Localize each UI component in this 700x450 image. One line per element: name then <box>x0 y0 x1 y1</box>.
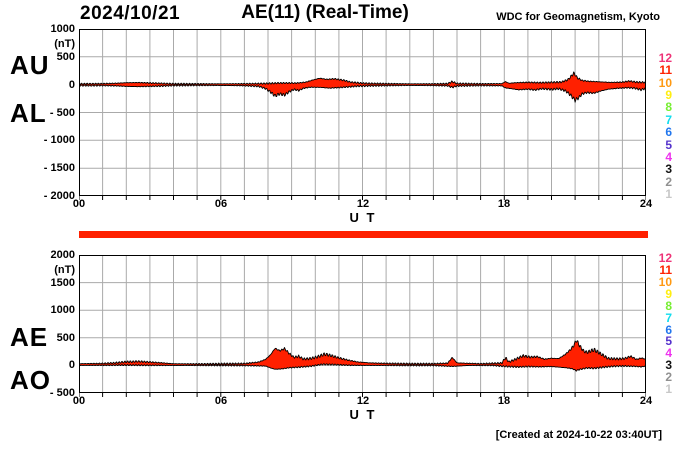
legend-station-count-6: 6 <box>665 125 672 140</box>
y-tick-label: - 1000 <box>43 134 75 146</box>
x-tick-label: 12 <box>356 395 370 407</box>
legend-station-count-11: 11 <box>659 262 672 277</box>
bottom-panel-ae-ao-plot <box>78 255 647 404</box>
x-tick-label: 18 <box>497 198 511 210</box>
legend-station-count-4: 4 <box>665 346 672 361</box>
y-tick-label: 2000 <box>50 249 75 261</box>
legend-station-count-7: 7 <box>665 112 672 127</box>
x-tick-label: 06 <box>214 198 228 210</box>
legend-station-count-10: 10 <box>658 274 672 289</box>
legend-station-count-4: 4 <box>665 149 672 164</box>
created-timestamp: [Created at 2024-10-22 03:40UT] <box>495 429 662 441</box>
legend-station-count-8: 8 <box>665 298 672 313</box>
AU and AL indices <box>78 29 647 200</box>
legend-station-count-5: 5 <box>665 137 672 152</box>
y-tick-label: 0 <box>68 79 75 91</box>
data-availability-bar <box>79 231 648 238</box>
legend-station-count-3: 3 <box>665 162 672 177</box>
y-tick-label: - 1500 <box>43 162 75 174</box>
legend-station-count-10: 10 <box>658 75 672 90</box>
y-tick-label: 500 <box>56 332 75 344</box>
legend-station-count-2: 2 <box>665 174 672 189</box>
legend-station-count-9: 9 <box>665 88 672 103</box>
x-tick-label: 12 <box>356 198 370 210</box>
y-tick-label: 0 <box>68 359 75 371</box>
x-tick-label: 24 <box>639 198 653 210</box>
legend-station-count-8: 8 <box>665 100 672 115</box>
label-ao: AO <box>10 365 51 395</box>
legend-station-count-1: 1 <box>665 382 672 396</box>
legend-station-count-5: 5 <box>665 334 672 349</box>
plot-title: AE(11) (Real-Time) <box>241 2 409 23</box>
x-tick-label: 06 <box>214 395 228 407</box>
legend-station-count-11: 11 <box>659 63 672 78</box>
y-tick-label: - 500 <box>49 387 75 399</box>
x-tick-label: 00 <box>72 198 86 210</box>
plot-date: 2024/10/21 <box>80 3 181 24</box>
top-panel-au-al-plot <box>78 29 647 207</box>
legend-station-count-1: 1 <box>665 187 672 201</box>
legend-station-count-3: 3 <box>665 358 672 373</box>
label-ae: AE <box>10 322 49 352</box>
AE and AO indices <box>78 255 647 397</box>
y-axis-unit-label: (nT) <box>54 38 75 50</box>
y-tick-label: - 2000 <box>43 190 75 202</box>
legend-station-count-9: 9 <box>665 286 672 301</box>
legend-station-count-12: 12 <box>658 251 672 265</box>
legend-station-count-7: 7 <box>665 310 672 325</box>
legend-station-count-2: 2 <box>665 370 672 385</box>
y-tick-label: 500 <box>56 51 75 63</box>
data-source-label: WDC for Geomagnetism, Kyoto <box>496 11 660 23</box>
x-tick-label: 18 <box>497 395 511 407</box>
y-tick-label: 1000 <box>50 23 75 35</box>
legend-station-count-12: 12 <box>658 51 672 65</box>
y-tick-label: 1500 <box>50 277 75 289</box>
x-tick-label: 24 <box>639 395 653 407</box>
x-tick-label: 00 <box>72 395 86 407</box>
x-axis-label: U T <box>349 407 377 422</box>
y-tick-label: 1000 <box>50 304 75 316</box>
legend-station-count-6: 6 <box>665 322 672 337</box>
label-au: AU <box>10 50 50 80</box>
label-al: AL <box>10 98 47 128</box>
y-tick-label: - 500 <box>49 107 75 119</box>
x-axis-label: U T <box>349 210 377 225</box>
y-axis-unit-label: (nT) <box>54 264 75 276</box>
